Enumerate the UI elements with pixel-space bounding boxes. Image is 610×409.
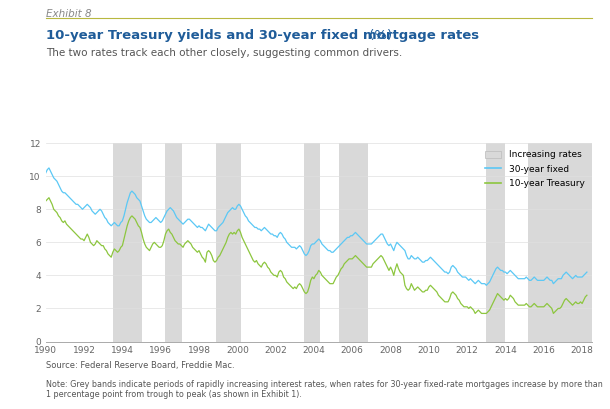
Bar	[216, 143, 241, 342]
Bar	[113, 143, 142, 342]
Text: Note: Grey bands indicate periods of rapidly increasing interest rates, when rat: Note: Grey bands indicate periods of rap…	[46, 380, 603, 399]
Text: (%): (%)	[365, 29, 392, 42]
Bar	[165, 143, 182, 342]
Text: Exhibit 8: Exhibit 8	[46, 9, 92, 19]
Legend: Increasing rates, 30-year fixed, 10-year Treasury: Increasing rates, 30-year fixed, 10-year…	[483, 148, 587, 191]
Bar	[486, 143, 506, 342]
Bar	[304, 143, 320, 342]
Text: Source: Federal Reserve Board, Freddie Mac.: Source: Federal Reserve Board, Freddie M…	[46, 361, 234, 370]
Bar	[528, 143, 592, 342]
Text: 10-year Treasury yields and 30-year fixed mortgage rates: 10-year Treasury yields and 30-year fixe…	[46, 29, 479, 42]
Bar	[339, 143, 368, 342]
Text: The two rates track each other closely, suggesting common drivers.: The two rates track each other closely, …	[46, 48, 402, 58]
